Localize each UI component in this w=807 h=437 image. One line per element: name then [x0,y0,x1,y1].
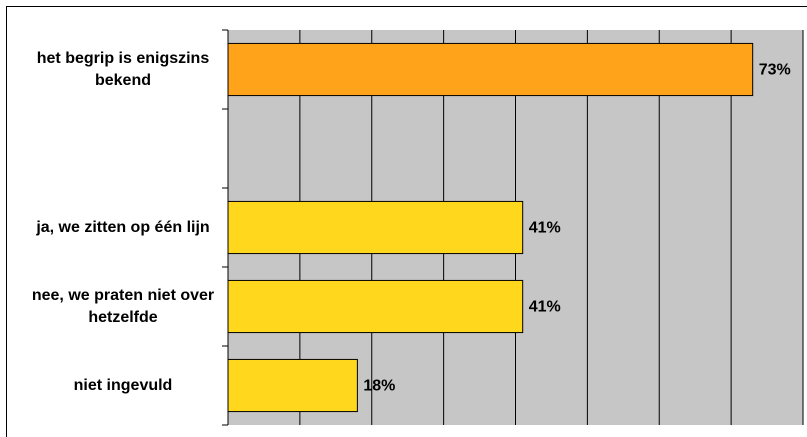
bar [227,358,358,413]
category-label: het begrip is enigszins bekend [36,49,210,89]
chart-border [6,6,807,437]
category-label: nee, we praten niet over hetzelfde [31,286,215,326]
bar [227,279,524,334]
bar [227,42,754,97]
value-label: 18% [363,378,395,395]
category-label: niet ingevuld [73,376,173,394]
bar [227,200,524,255]
value-label: 41% [529,220,561,237]
category-label: ja, we zitten op één lijn [36,218,210,236]
value-label: 41% [529,299,561,316]
value-label: 73% [759,62,791,79]
